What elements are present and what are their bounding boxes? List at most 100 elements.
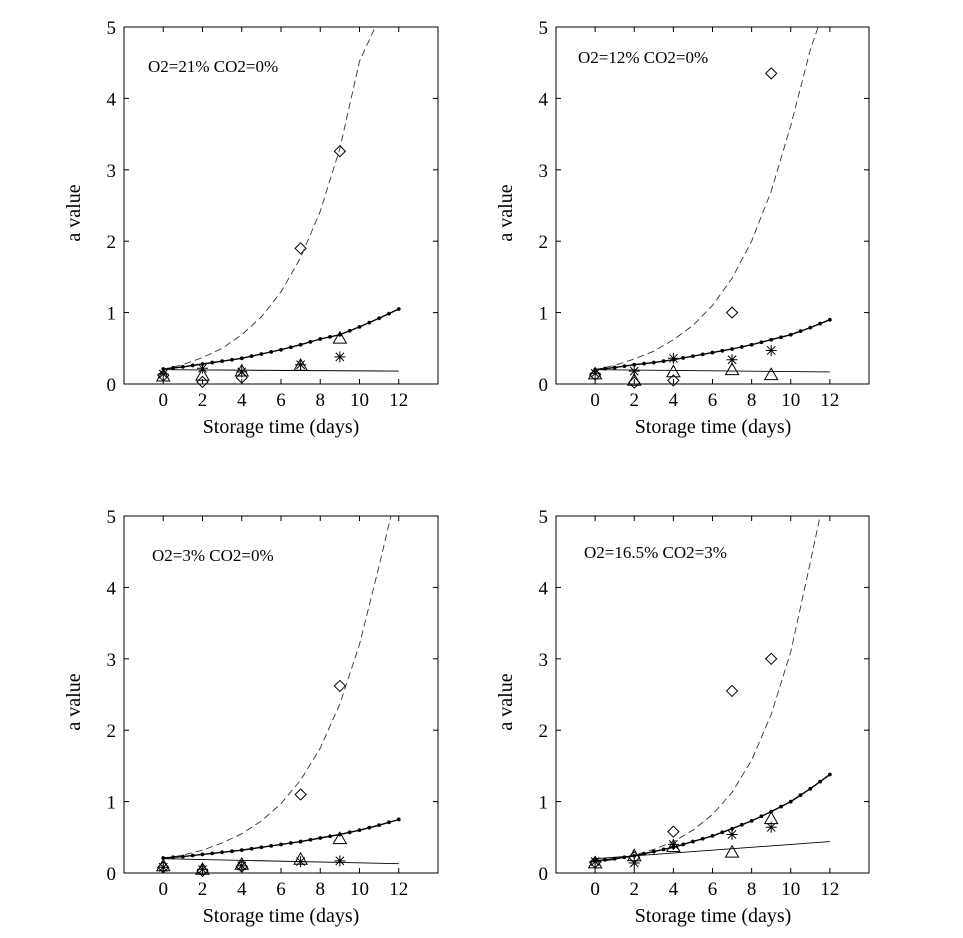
star-point: [589, 367, 601, 379]
dotted-fit-line: [163, 308, 400, 370]
y-tick-label: 5: [107, 18, 117, 39]
triangle-point: [724, 362, 740, 376]
fit-dot-marker: [210, 851, 215, 856]
x-tick-label: 6: [708, 879, 718, 900]
panel-annotation: O2=12% CO2=0%: [578, 48, 708, 67]
y-tick-label: 2: [107, 232, 117, 253]
fit-dot-marker: [269, 349, 274, 354]
fit-dot-marker: [200, 852, 205, 857]
fit-dot-marker: [210, 360, 215, 365]
star-point: [765, 821, 777, 833]
fit-dot-marker: [798, 329, 803, 334]
y-tick-label: 3: [107, 650, 117, 671]
fit-dot-marker: [298, 342, 303, 347]
x-tick-label: 0: [590, 390, 600, 411]
dotted-fit-line: [163, 818, 399, 859]
triangle-point: [763, 367, 779, 381]
star-point: [334, 351, 346, 363]
y-tick-label: 0: [107, 864, 117, 885]
x-tick-label: 0: [159, 390, 169, 411]
x-tick-label: 0: [590, 879, 600, 900]
x-tick-label: 8: [316, 879, 326, 900]
y-tick-label: 5: [539, 18, 549, 39]
fit-dot-marker: [651, 849, 656, 854]
fit-dot-marker: [396, 817, 401, 822]
fit-dot-marker: [279, 347, 283, 352]
fit-dot-marker: [200, 362, 205, 366]
fit-dot-marker: [788, 332, 793, 337]
y-tick-label: 1: [107, 793, 117, 814]
fit-dot-marker: [681, 356, 686, 360]
fit-dot-marker: [681, 842, 686, 847]
fit-dot-marker: [308, 339, 313, 344]
x-tick-label: 4: [669, 879, 679, 900]
fit-dot-marker: [749, 818, 754, 823]
fit-dot-marker: [749, 342, 754, 347]
panel-annotation: O2=16.5% CO2=3%: [584, 543, 727, 562]
x-tick-label: 6: [276, 879, 286, 900]
y-tick-label: 2: [539, 721, 549, 742]
x-tick-label: 4: [237, 390, 247, 411]
triangle-point: [332, 330, 348, 344]
fit-dot-marker: [161, 856, 166, 860]
fit-dot-marker: [180, 364, 185, 369]
solid-fit-line: [163, 369, 399, 372]
fit-dot-marker: [328, 834, 332, 839]
x-tick-label: 2: [630, 879, 640, 900]
fit-dot-marker: [308, 837, 313, 842]
solid-fit-line: [163, 858, 399, 865]
fit-dot-marker: [700, 836, 705, 841]
y-axis-label: a value: [495, 184, 517, 241]
x-tick-label: 10: [781, 879, 800, 900]
x-tick-label: 10: [781, 390, 800, 411]
x-tick-label: 12: [389, 390, 408, 411]
fit-dot-marker: [720, 348, 725, 353]
y-tick-label: 5: [107, 507, 117, 528]
triangle-point: [724, 844, 740, 858]
fit-dot-marker: [249, 354, 254, 359]
triangle-point: [234, 856, 250, 870]
y-axis-label: a value: [63, 184, 85, 241]
fit-dot-marker: [818, 779, 822, 784]
fit-dot-marker: [171, 855, 175, 860]
fit-dot-marker: [220, 359, 225, 364]
y-axis-label: a value: [63, 673, 85, 730]
x-tick-label: 8: [316, 390, 326, 411]
diamond-point: [333, 145, 347, 158]
fit-dot-marker: [387, 311, 391, 316]
diamond-point: [333, 679, 347, 693]
y-axis-label: a value: [495, 673, 517, 730]
fit-dot-marker: [739, 822, 744, 827]
fit-dot-marker: [661, 847, 666, 852]
panel-o2-21-co2-0: O2=21% CO2=0% Storage time (days) a valu…: [63, 18, 439, 438]
diamond-point: [764, 652, 778, 666]
fit-dot-marker: [269, 843, 274, 848]
fit-dot-marker: [377, 316, 382, 321]
plot-frame: [555, 26, 870, 385]
fit-dot-marker: [337, 832, 342, 837]
fit-dot-marker: [318, 337, 323, 341]
x-axis-label: Storage time (days): [203, 905, 360, 927]
fit-dot-marker: [239, 356, 244, 361]
y-tick-label: 0: [539, 864, 549, 885]
plot-frame: [123, 26, 439, 385]
fit-dot-marker: [671, 845, 676, 850]
fit-dot-marker: [808, 325, 813, 330]
fit-dot-marker: [279, 842, 283, 847]
panel-o2-16-5-co2-3: O2=16.5% CO2=3% Storage time (days) a va…: [495, 507, 870, 927]
diamond-point: [667, 825, 680, 838]
fit-dot-marker: [730, 826, 734, 831]
y-tick-label: 0: [107, 375, 117, 396]
panel-annotation: O2=21% CO2=0%: [148, 57, 278, 76]
y-tick-label: 0: [539, 375, 549, 396]
dotted-fit-line: [595, 319, 831, 371]
solid-fit-line: [595, 369, 830, 373]
fit-dot-marker: [337, 332, 342, 337]
triangle-point: [195, 367, 210, 381]
fit-dot-marker: [367, 320, 372, 325]
x-axis-label: Storage time (days): [635, 905, 792, 927]
triangle-point: [587, 366, 603, 380]
star-point: [628, 365, 640, 377]
y-tick-label: 3: [539, 650, 549, 671]
fit-dot-marker: [818, 321, 822, 326]
